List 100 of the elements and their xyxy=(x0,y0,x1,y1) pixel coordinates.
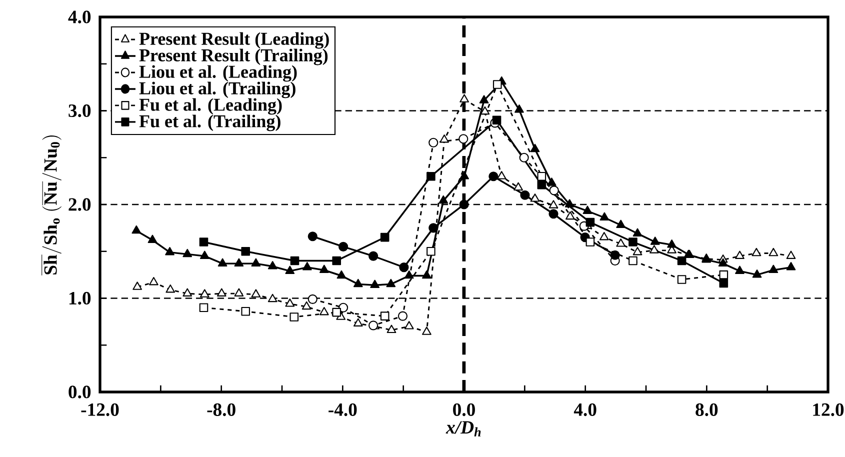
point xyxy=(428,223,438,233)
point xyxy=(488,172,498,182)
point xyxy=(398,311,408,321)
point xyxy=(386,324,396,334)
y-axis-title: $\mathbf{\overline{Sh}/Sh_{o}\ (\overline{Nu}/Nu_{0})}$ xyxy=(42,136,62,276)
legend-label: Fu et al. (Leading) xyxy=(139,98,282,115)
x-tick-label: -12.0 xyxy=(81,403,119,416)
legend-label: Fu et al. (Trailing) xyxy=(139,114,280,132)
point xyxy=(302,301,312,310)
point xyxy=(677,256,686,266)
point xyxy=(290,312,299,322)
point xyxy=(530,194,540,202)
point xyxy=(251,258,261,266)
point xyxy=(628,238,638,246)
point xyxy=(182,288,192,296)
point xyxy=(520,190,530,200)
point xyxy=(458,134,468,144)
y-tick-label: 3.0 xyxy=(68,104,91,118)
point xyxy=(564,199,574,208)
point xyxy=(616,220,626,228)
point xyxy=(200,289,210,298)
point xyxy=(718,258,728,266)
point xyxy=(302,262,312,270)
point xyxy=(268,294,278,302)
point xyxy=(422,326,432,335)
x-tick-label: 12.0 xyxy=(813,403,844,416)
point xyxy=(370,280,380,288)
point xyxy=(650,245,659,254)
point xyxy=(319,306,329,316)
point xyxy=(616,238,626,247)
x-tick-label: -8.0 xyxy=(207,403,236,416)
point xyxy=(632,228,642,236)
x-tick-label: 8.0 xyxy=(696,403,718,416)
point xyxy=(428,138,438,148)
point xyxy=(459,200,469,210)
point xyxy=(599,232,609,240)
point xyxy=(537,172,546,181)
point xyxy=(548,200,558,208)
legend-label: Present Result (Trailing) xyxy=(139,48,328,66)
point xyxy=(667,239,676,248)
point xyxy=(479,95,489,104)
point xyxy=(399,262,409,272)
point xyxy=(380,232,390,242)
point xyxy=(148,234,158,244)
point xyxy=(308,294,318,304)
point xyxy=(548,209,558,219)
point xyxy=(480,106,490,115)
point xyxy=(319,264,329,274)
point xyxy=(182,248,192,258)
point xyxy=(768,264,778,274)
point xyxy=(338,302,348,312)
point xyxy=(290,256,300,266)
point xyxy=(308,232,318,242)
point xyxy=(546,178,556,186)
point xyxy=(565,211,575,220)
point xyxy=(149,276,158,286)
point xyxy=(285,266,295,274)
point xyxy=(285,298,295,307)
point xyxy=(199,303,208,312)
point xyxy=(404,321,414,330)
point xyxy=(234,288,244,296)
legend-label: Liou et al. (Trailing) xyxy=(139,82,296,98)
point xyxy=(600,212,610,221)
point xyxy=(216,288,226,296)
point xyxy=(241,246,250,256)
point xyxy=(719,270,728,280)
point xyxy=(752,248,762,256)
point xyxy=(200,250,210,259)
point xyxy=(549,186,559,196)
point xyxy=(460,94,469,102)
x-axis-title: x/D$_{h}$ xyxy=(446,421,481,436)
point xyxy=(268,261,278,270)
point xyxy=(332,256,342,266)
point xyxy=(492,116,502,125)
point xyxy=(251,289,261,298)
point xyxy=(786,262,796,270)
point xyxy=(677,275,686,284)
x-tick-label: -4.0 xyxy=(328,403,357,416)
point xyxy=(132,282,142,290)
point xyxy=(166,284,176,293)
y-tick-label: 0.0 xyxy=(68,386,91,398)
x-tick-label: 0.0 xyxy=(453,403,475,416)
point xyxy=(368,251,378,261)
point xyxy=(537,180,546,190)
y-tick-label: 1.0 xyxy=(69,292,91,305)
point xyxy=(426,172,436,181)
point xyxy=(353,278,363,288)
point xyxy=(735,266,744,274)
point xyxy=(752,269,762,278)
x-tick-label: 4.0 xyxy=(574,403,596,416)
point xyxy=(768,248,778,256)
point xyxy=(460,171,469,180)
point xyxy=(353,318,363,326)
point xyxy=(404,270,414,279)
point xyxy=(628,256,638,266)
point xyxy=(422,270,432,279)
point xyxy=(735,250,744,259)
point xyxy=(586,218,595,227)
point xyxy=(514,182,523,191)
point xyxy=(519,152,529,162)
